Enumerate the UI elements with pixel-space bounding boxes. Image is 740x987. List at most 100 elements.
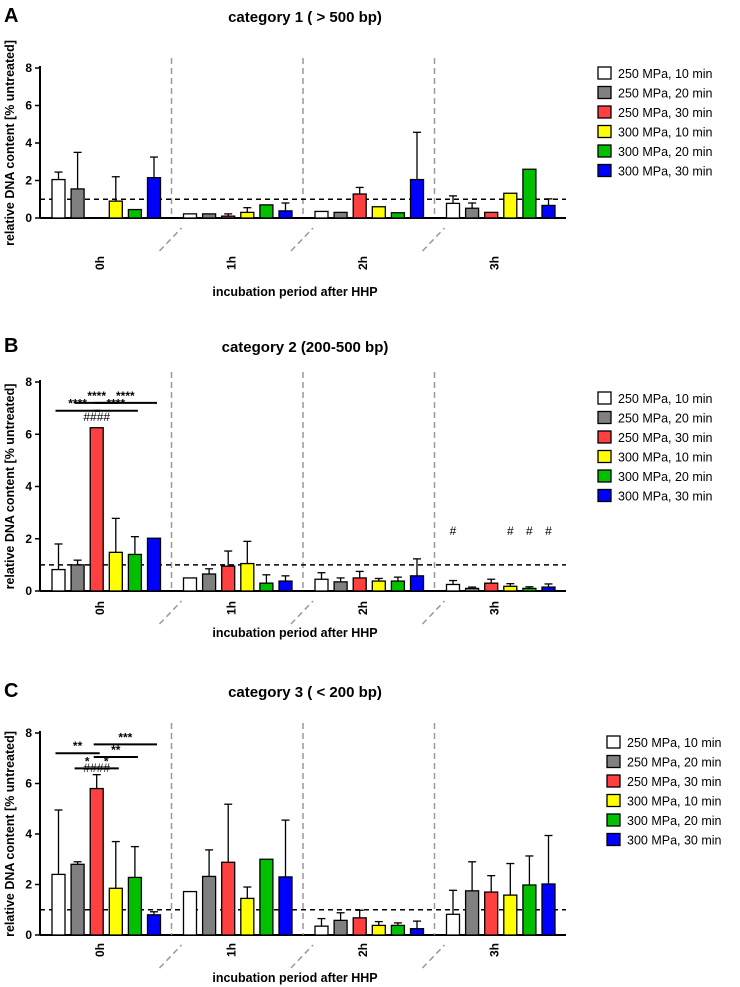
legend-label: 300 MPa, 20 min xyxy=(618,470,713,484)
bar xyxy=(352,193,367,219)
bar xyxy=(541,204,556,219)
group-separator-diagonal xyxy=(158,944,183,969)
bar xyxy=(51,568,66,592)
legend-label: 300 MPa, 30 min xyxy=(618,165,713,179)
bar xyxy=(182,577,198,592)
group-separator-diagonal xyxy=(158,227,183,252)
bar xyxy=(259,582,274,592)
bar xyxy=(352,577,367,592)
legend-swatch xyxy=(597,430,612,444)
bar xyxy=(333,581,348,592)
y-tick-label: 6 xyxy=(25,777,32,791)
bar xyxy=(352,917,367,936)
bar xyxy=(182,213,198,219)
legend-swatch xyxy=(597,124,612,139)
legend-swatch xyxy=(597,144,612,158)
y-tick-label: 0 xyxy=(25,928,32,942)
bar xyxy=(182,890,198,936)
legend-label: 250 MPa, 30 min xyxy=(618,106,713,120)
legend-label: 250 MPa, 10 min xyxy=(618,67,713,81)
bar xyxy=(503,585,518,592)
group-separator-diagonal xyxy=(290,944,314,969)
legend-swatch xyxy=(606,774,621,788)
bar xyxy=(314,210,329,219)
bar xyxy=(201,875,217,936)
x-category-label: 1h xyxy=(224,601,238,615)
hash-mark: # xyxy=(450,524,457,538)
x-category-label: 2h xyxy=(356,601,370,615)
bar xyxy=(89,787,104,936)
legend-swatch xyxy=(606,735,621,749)
significance-label: **** xyxy=(68,397,87,411)
chart-title: category 2 (200-500 bp) xyxy=(222,339,389,356)
legend-label: 300 MPa, 10 min xyxy=(627,795,722,809)
legend-swatch xyxy=(606,793,621,808)
y-tick-label: 6 xyxy=(25,99,32,113)
y-tick-label: 4 xyxy=(25,480,32,494)
bar xyxy=(278,876,293,936)
x-axis-label: incubation period after HHP xyxy=(212,285,377,299)
bar xyxy=(314,925,329,936)
bar xyxy=(371,924,386,936)
bar xyxy=(390,924,406,936)
bar xyxy=(484,582,499,592)
bar xyxy=(108,200,123,219)
bar xyxy=(371,580,386,592)
hash-mark: #### xyxy=(83,761,110,775)
legend-swatch xyxy=(606,832,621,847)
x-category-label: 3h xyxy=(487,256,501,270)
bar xyxy=(221,861,236,936)
group-separator-diagonal xyxy=(421,600,446,625)
bar xyxy=(278,580,293,592)
bar xyxy=(333,211,348,219)
legend-swatch xyxy=(597,469,612,483)
group-separator-diagonal xyxy=(421,944,446,969)
significance-label: **** xyxy=(106,397,125,411)
legend-label: 300 MPa, 20 min xyxy=(627,814,722,828)
y-tick-label: 2 xyxy=(25,532,32,546)
group-separator-diagonal xyxy=(290,600,314,625)
x-axis-label: incubation period after HHP xyxy=(212,971,377,985)
x-category-label: 1h xyxy=(224,256,238,270)
bar xyxy=(108,887,123,936)
panel-label: A xyxy=(4,5,18,27)
y-tick-label: 0 xyxy=(25,211,32,225)
hash-mark: #### xyxy=(83,410,110,424)
bar xyxy=(221,565,236,592)
bar xyxy=(240,897,255,936)
bar xyxy=(51,873,66,936)
hash-mark: # xyxy=(526,524,533,538)
x-category-label: 0h xyxy=(93,256,107,270)
bar xyxy=(70,564,85,592)
legend-label: 250 MPa, 20 min xyxy=(627,756,722,770)
bar xyxy=(464,587,480,592)
bar xyxy=(259,858,274,936)
x-category-label: 2h xyxy=(356,943,370,957)
y-axis-label: relative DNA content [% untreated] xyxy=(3,384,17,590)
significance-label: ** xyxy=(111,743,121,757)
y-tick-label: 6 xyxy=(25,427,32,441)
significance-label: * xyxy=(85,754,90,768)
legend-label: 250 MPa, 20 min xyxy=(618,412,713,426)
bar xyxy=(390,580,406,592)
legend-swatch xyxy=(597,163,612,178)
legend-label: 300 MPa, 10 min xyxy=(618,451,713,465)
bar xyxy=(127,876,143,936)
legend-swatch xyxy=(597,410,612,425)
significance-label: **** xyxy=(116,389,135,403)
bar xyxy=(240,211,255,219)
y-axis-label: relative DNA content [% untreated] xyxy=(3,40,17,246)
bar xyxy=(146,177,162,219)
y-tick-label: 8 xyxy=(25,61,32,75)
significance-label: **** xyxy=(87,389,106,403)
bar xyxy=(259,204,274,219)
y-tick-label: 4 xyxy=(25,827,32,841)
bar xyxy=(522,168,537,219)
bar xyxy=(541,586,556,592)
x-category-label: 3h xyxy=(487,943,501,957)
legend-label: 250 MPa, 10 min xyxy=(618,392,713,406)
bar xyxy=(445,583,461,592)
legend-label: 300 MPa, 10 min xyxy=(618,126,713,140)
legend-label: 300 MPa, 30 min xyxy=(618,490,713,504)
